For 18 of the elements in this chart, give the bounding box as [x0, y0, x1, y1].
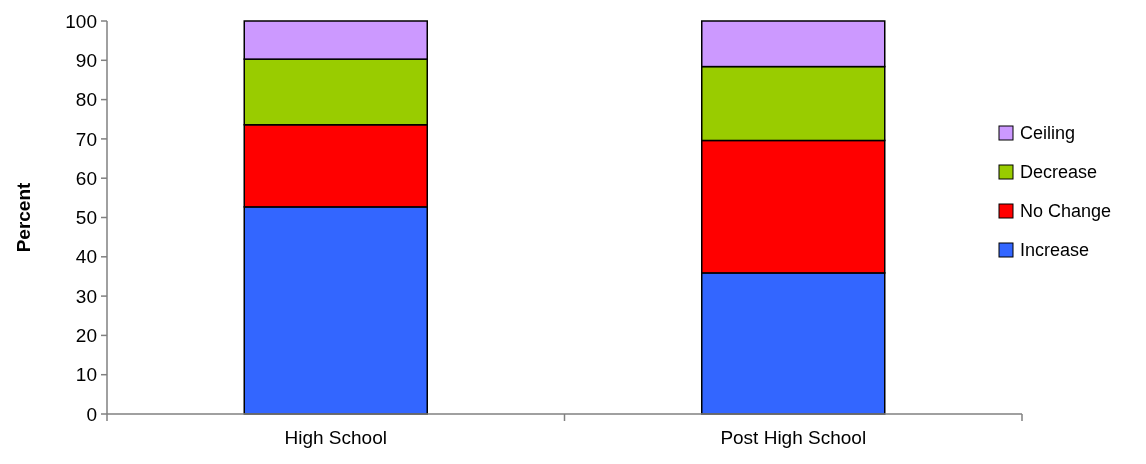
y-tick-label: 10: [75, 364, 97, 386]
y-tick-label: 50: [75, 207, 97, 229]
x-tick-label: High School: [284, 427, 387, 448]
y-axis-title: Percent: [13, 181, 34, 253]
y-tick-label: 60: [75, 167, 97, 189]
y-tick-label: 30: [75, 285, 97, 307]
y-tick-label: 80: [75, 89, 97, 111]
y-tick-label: 90: [75, 49, 97, 71]
legend-label: Decrease: [1020, 162, 1098, 183]
legend-label: Increase: [1020, 240, 1090, 261]
legend-label: Ceiling: [1020, 123, 1076, 144]
legend-label: No Change: [1020, 201, 1112, 222]
y-tick-label: 40: [75, 246, 97, 268]
y-tick-label: 20: [75, 325, 97, 347]
y-tick-label: 70: [75, 128, 97, 150]
x-tick-label: Post High School: [720, 427, 867, 448]
y-tick-label: 100: [65, 10, 97, 32]
y-tick-label: 0: [86, 403, 97, 425]
